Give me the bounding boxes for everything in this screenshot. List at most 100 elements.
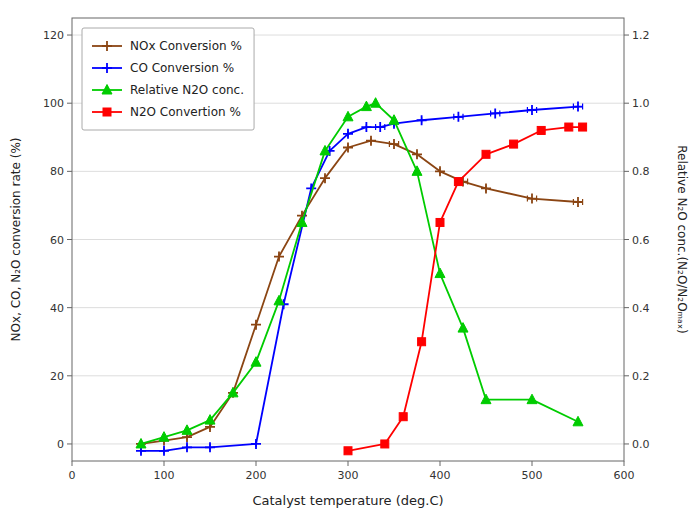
grid-line	[72, 307, 624, 308]
y-tick	[67, 103, 72, 104]
data-point	[182, 442, 192, 452]
data-point	[320, 173, 330, 183]
x-tick-label: 100	[154, 469, 175, 482]
y2-axis-label: Relative N₂O conc.(N₂O/N₂Oₘₐₓ)	[675, 145, 689, 334]
data-point	[274, 252, 284, 262]
legend-box	[82, 28, 254, 130]
y2-tick-label: 1.0	[632, 97, 650, 110]
data-point	[389, 115, 399, 125]
legend-swatch	[92, 108, 122, 116]
data-point	[418, 338, 426, 346]
y2-tick	[624, 375, 629, 376]
marks	[136, 98, 587, 456]
y-tick-label: 20	[50, 370, 64, 383]
y-tick	[67, 443, 72, 444]
data-point	[573, 102, 583, 112]
y-tick	[67, 35, 72, 36]
legend-swatch	[92, 85, 122, 95]
data-point	[205, 442, 215, 452]
data-point	[136, 438, 146, 448]
data-point	[375, 122, 385, 132]
y2-tick-label: 0.0	[632, 438, 650, 451]
data-point	[366, 136, 376, 146]
x-axis-label: Catalyst temperature (deg.C)	[252, 493, 443, 508]
series	[344, 123, 587, 455]
legend: NOx Conversion %CO Conversion %Relative …	[82, 28, 254, 130]
y-tick-label: 100	[43, 97, 64, 110]
y-tick	[67, 375, 72, 376]
data-point	[573, 197, 583, 207]
data-point	[389, 139, 399, 149]
y2-tick	[624, 103, 629, 104]
y2-tick	[624, 35, 629, 36]
grid-line	[72, 239, 624, 240]
x-tick	[72, 461, 73, 466]
y-tick-label: 60	[50, 234, 64, 247]
data-point	[159, 432, 169, 442]
x-tick-label: 500	[522, 469, 543, 482]
series-line	[141, 141, 578, 444]
y2-tick	[624, 443, 629, 444]
y-tick-label: 0	[57, 438, 64, 451]
data-point	[527, 194, 537, 204]
y-tick	[67, 171, 72, 172]
data-point	[136, 439, 146, 449]
y-axis-label: NOx, CO, N₂O conversion rate (%)	[9, 138, 23, 342]
x-tick-label: 0	[69, 469, 76, 482]
data-point	[573, 416, 583, 426]
data-point	[417, 115, 427, 125]
data-point	[297, 217, 307, 227]
data-point	[399, 413, 407, 421]
axes: 01002003004005006000204060801001200.00.2…	[43, 29, 650, 482]
legend-label: Relative N2O conc.	[130, 83, 244, 97]
data-point	[453, 112, 463, 122]
y-tick-label: 40	[50, 302, 64, 315]
legend-label: NOx Conversion %	[130, 39, 242, 53]
data-point	[527, 394, 537, 404]
grid	[72, 35, 624, 444]
data-point	[228, 387, 238, 397]
data-point	[527, 105, 537, 115]
data-point	[371, 98, 381, 108]
grid-line	[72, 375, 624, 376]
data-point	[412, 149, 422, 159]
y2-tick	[624, 307, 629, 308]
x-tick-label: 400	[430, 469, 451, 482]
data-point	[435, 268, 445, 278]
data-point	[454, 178, 462, 186]
y-tick-label: 120	[43, 29, 64, 42]
data-point	[481, 183, 491, 193]
x-tick-label: 200	[246, 469, 267, 482]
y2-tick-label: 0.6	[632, 234, 650, 247]
series-line	[348, 127, 583, 451]
x-tick	[164, 461, 165, 466]
y-tick-label: 80	[50, 165, 64, 178]
y2-tick	[624, 171, 629, 172]
x-tick	[532, 461, 533, 466]
data-point	[251, 439, 261, 449]
plot-frame	[72, 18, 624, 461]
legend-swatch	[92, 63, 122, 73]
data-point	[343, 142, 353, 152]
y-tick	[67, 307, 72, 308]
series-line	[141, 103, 578, 444]
y2-tick-label: 0.8	[632, 165, 650, 178]
series	[136, 136, 583, 449]
data-point	[361, 122, 371, 132]
x-tick	[348, 461, 349, 466]
data-point	[361, 101, 371, 111]
x-tick-label: 600	[614, 469, 635, 482]
data-point	[510, 140, 518, 148]
x-tick	[624, 461, 625, 466]
data-point	[251, 320, 261, 330]
data-point	[251, 357, 261, 367]
grid-line	[72, 443, 624, 444]
legend-swatch	[92, 41, 122, 51]
data-point	[579, 123, 587, 131]
legend-label: N2O Convertion %	[130, 105, 241, 119]
data-point	[381, 440, 389, 448]
data-point	[435, 166, 445, 176]
data-point	[436, 218, 444, 226]
data-point	[458, 323, 468, 333]
data-point	[565, 123, 573, 131]
